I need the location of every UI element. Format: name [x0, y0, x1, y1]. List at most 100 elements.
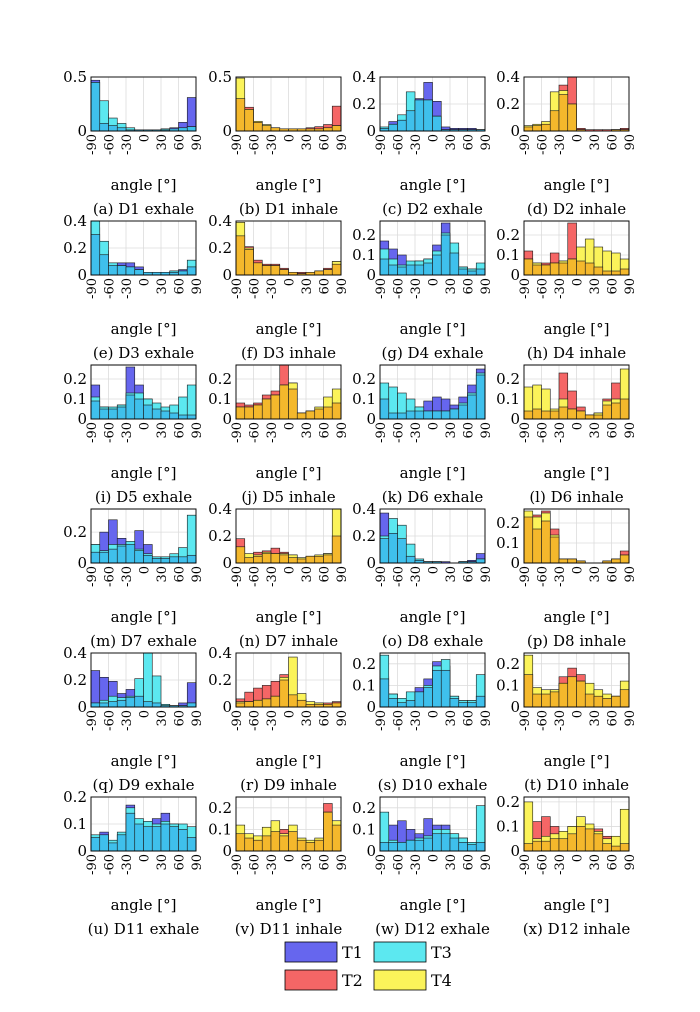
bar-base-6 [576, 826, 586, 852]
xtick-label: 30 [300, 710, 315, 727]
xtick-label: 90 [479, 710, 494, 727]
ytick-label: 0 [366, 410, 376, 428]
panel-caption: (o) D8 exhale [382, 632, 484, 650]
xtick-label: 0 [571, 854, 586, 862]
bar-base-1 [99, 408, 109, 420]
bar-base-5 [567, 258, 577, 276]
ytick-label: 0 [77, 842, 87, 860]
xtick-label: -90 [85, 134, 100, 155]
xtick-label: 90 [190, 422, 205, 439]
bar-base-7 [151, 408, 162, 420]
axes-frame [523, 508, 630, 564]
x-axis-label: angle [°] [111, 176, 177, 194]
ytick-label: 0.2 [208, 671, 232, 689]
x-axis-label: angle [°] [544, 608, 610, 626]
bar-base-7 [440, 234, 451, 276]
xtick-label: 60 [173, 422, 188, 439]
xtick-label: 60 [606, 854, 621, 871]
bar-base-7 [296, 558, 307, 564]
bar-base-11 [619, 689, 630, 708]
panel-caption: (b) D1 inhale [239, 200, 338, 218]
bar-base-8 [593, 266, 604, 276]
bar-base-10 [611, 695, 621, 708]
xtick-label: -90 [518, 278, 533, 299]
bar-base-0 [235, 98, 246, 132]
panel-caption: (j) D5 inhale [241, 488, 335, 506]
bar-base-7 [296, 839, 307, 852]
bar-base-4 [558, 682, 569, 708]
xtick-label: 0 [138, 854, 153, 862]
xtick-label: 60 [318, 566, 333, 583]
panel-caption: (e) D3 exhale [93, 344, 194, 362]
bar-base-9 [458, 404, 468, 420]
bar-base-1 [244, 557, 254, 564]
panel-caption: (n) D7 inhale [239, 632, 338, 650]
ytick-label: 0 [366, 698, 376, 716]
ytick-label: 0 [222, 698, 232, 716]
bar-base-3 [405, 839, 416, 852]
bar-base-4 [414, 839, 425, 852]
bar-base-2 [108, 548, 118, 564]
xtick-label: 90 [190, 710, 205, 727]
xtick-label: 30 [588, 134, 603, 151]
ytick-label: 0.2 [496, 793, 520, 811]
ytick-label: 0.1 [352, 820, 376, 838]
x-axis-label: angle [°] [400, 464, 466, 482]
bar-base-11 [619, 398, 630, 420]
bar-base-8 [305, 555, 316, 564]
xtick-label: -30 [553, 278, 568, 299]
bar-mid-6 [143, 652, 153, 708]
bar-base-5 [279, 835, 289, 852]
ytick-label: 0 [366, 122, 376, 140]
xtick-label: -60 [392, 278, 407, 299]
bar-base-9 [169, 826, 179, 852]
bar-base-7 [151, 702, 162, 708]
xtick-label: 90 [335, 854, 350, 871]
bar-base-8 [305, 410, 316, 420]
bar-base-4 [270, 394, 281, 420]
xtick-label: 60 [173, 710, 188, 727]
bar-base-2 [397, 702, 407, 708]
bar-base-3 [405, 555, 416, 564]
bar-base-10 [467, 702, 477, 708]
ytick-label: 0.1 [496, 676, 520, 694]
xtick-label: -60 [392, 422, 407, 443]
bar-base-6 [288, 388, 298, 420]
bar-base-2 [397, 538, 407, 564]
x-axis-label: angle [°] [111, 464, 177, 482]
bar-base-4 [125, 266, 136, 276]
bar-base-1 [244, 406, 254, 420]
legend-swatch-t1 [284, 941, 338, 963]
bar-base-3 [549, 410, 560, 420]
bar-base-0 [235, 546, 246, 564]
bar-base-9 [314, 555, 324, 564]
axes-frame [379, 76, 486, 132]
x-axis-label: angle [°] [544, 752, 610, 770]
bar-base-5 [279, 554, 289, 564]
panel-caption: (f) D3 inhale [241, 344, 336, 362]
xtick-label: -30 [409, 854, 424, 875]
bar-base-2 [397, 266, 407, 276]
axes-frame [90, 364, 197, 420]
xtick-label: 30 [300, 134, 315, 151]
bar-base-2 [253, 555, 263, 564]
bar-base-4 [414, 264, 425, 276]
xtick-label: 30 [155, 278, 170, 295]
ytick-label: 0.4 [208, 212, 232, 230]
xtick-label: -60 [248, 710, 263, 731]
xtick-label: 90 [479, 422, 494, 439]
panel-caption: (k) D6 exhale [382, 488, 484, 506]
bar-base-6 [143, 554, 153, 564]
bar-base-10 [467, 394, 477, 420]
bar-base-4 [414, 691, 425, 708]
axes-frame [235, 364, 342, 420]
bar-base-11 [475, 268, 486, 276]
legend-label-t1: T1 [342, 943, 363, 962]
ytick-label: 0.2 [63, 788, 87, 806]
